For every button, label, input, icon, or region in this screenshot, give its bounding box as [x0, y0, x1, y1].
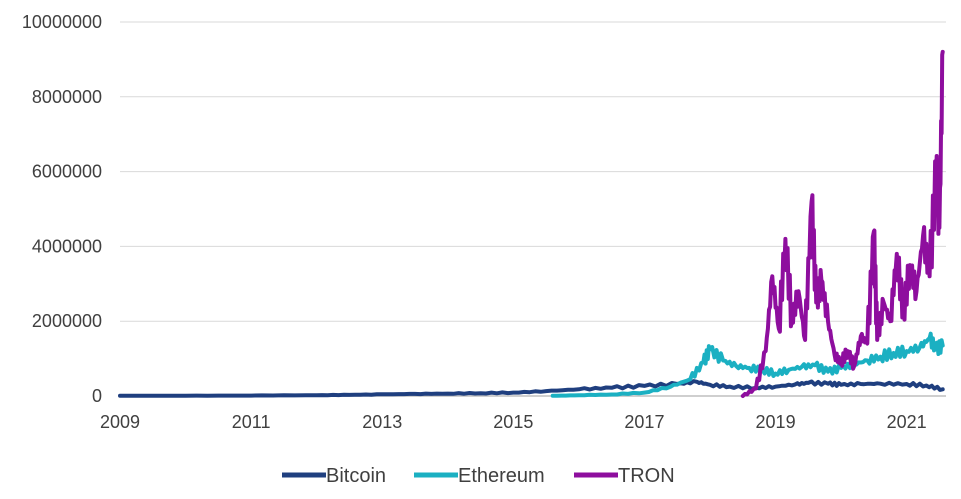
- legend: Bitcoin Ethereum TRON: [282, 465, 675, 487]
- y-tick-label: 2000000: [32, 311, 102, 331]
- y-tick-label: 0: [92, 386, 102, 406]
- x-tick-label: 2021: [887, 412, 927, 432]
- series-lines: [118, 49, 945, 398]
- y-tick-label: 6000000: [32, 162, 102, 182]
- x-tick-label: 2017: [624, 412, 664, 432]
- y-tick-label: 4000000: [32, 236, 102, 256]
- legend-label-bitcoin: Bitcoin: [326, 465, 386, 487]
- x-tick-label: 2015: [493, 412, 533, 432]
- x-tick-label: 2013: [362, 412, 402, 432]
- series-line-bitcoin: [118, 379, 945, 398]
- y-tick-label: 10000000: [22, 12, 102, 32]
- legend-label-ethereum: Ethereum: [458, 465, 545, 487]
- legend-label-tron: TRON: [618, 465, 675, 487]
- x-tick-label: 2009: [100, 412, 140, 432]
- series-line-ethereum: [550, 331, 945, 398]
- y-tick-label: 8000000: [32, 87, 102, 107]
- x-tick-label: 2019: [756, 412, 796, 432]
- series-line-tron: [740, 49, 945, 398]
- x-tick-label: 2011: [232, 412, 271, 432]
